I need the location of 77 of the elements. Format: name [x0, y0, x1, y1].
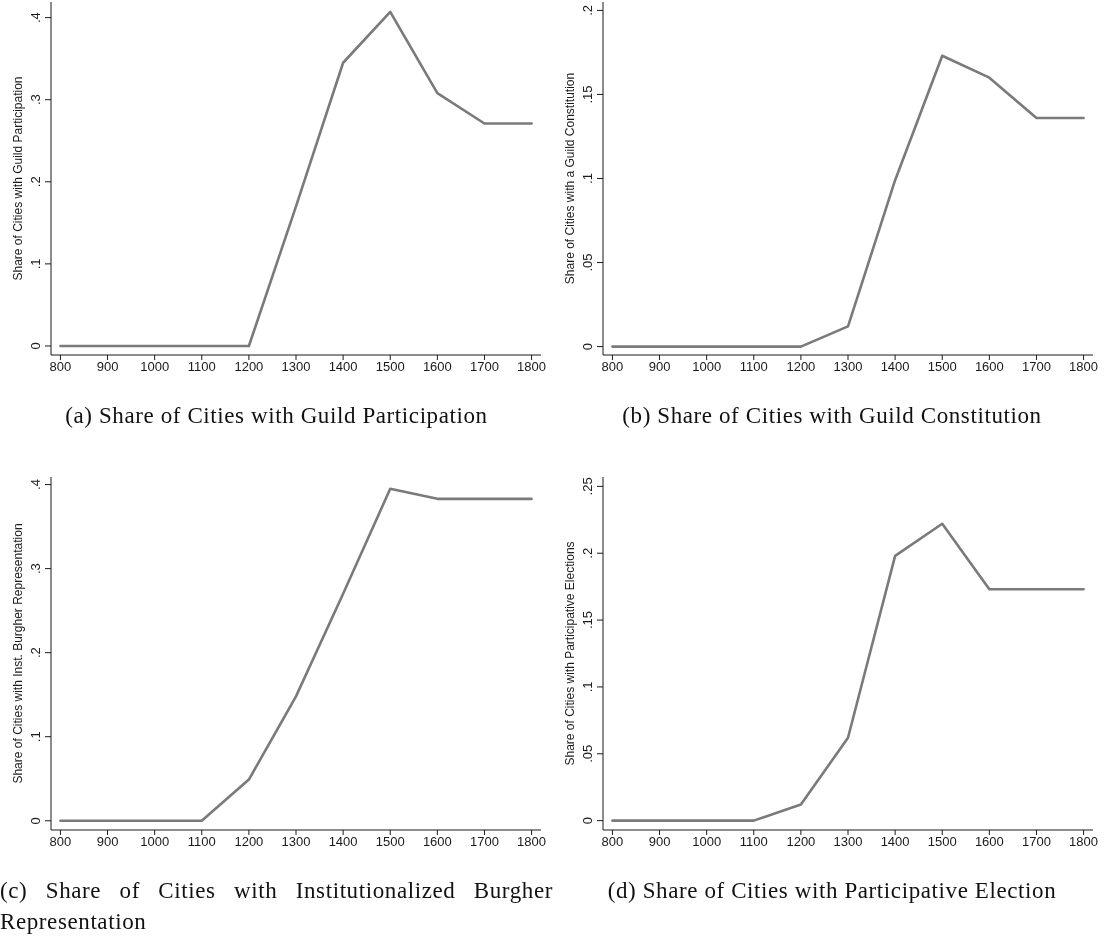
- x-tick-label: 1000: [140, 359, 170, 375]
- x-tick-label: 1500: [375, 834, 405, 850]
- y-tick-label: .25: [580, 477, 595, 496]
- x-tick-label: 1000: [692, 834, 722, 850]
- x-tick-label: 1400: [328, 359, 358, 375]
- x-tick-label: 1000: [140, 834, 170, 850]
- x-tick-label: 1800: [517, 359, 547, 375]
- x-tick-label: 1500: [375, 359, 405, 375]
- x-tick-label: 900: [96, 359, 119, 375]
- x-tick-label: 1800: [1069, 834, 1099, 850]
- x-tick-label: 1700: [1022, 359, 1051, 375]
- line-series: [611, 54, 1085, 348]
- y-tick-label: .2: [580, 4, 595, 16]
- x-tick-label: 800: [49, 834, 72, 850]
- y-axis-title: Share of Cities with Inst. Burgher Representation: [11, 523, 25, 784]
- y-tick-label: .1: [28, 731, 43, 743]
- x-tick-label: 1300: [281, 834, 311, 850]
- y-tick-label: .2: [28, 647, 43, 659]
- x-tick-label: 1100: [187, 834, 216, 850]
- x-tick-label: 1100: [739, 834, 768, 850]
- y-tick-label: .4: [28, 479, 43, 490]
- x-tick-label: 1500: [927, 359, 957, 375]
- x-tick-label: 800: [601, 359, 624, 375]
- y-axis-title: Share of Cities with Participative Elections: [563, 541, 577, 766]
- x-tick-label: 1600: [974, 359, 1004, 375]
- x-tick-label: 1800: [517, 834, 547, 850]
- x-tick-label: 1100: [187, 359, 216, 375]
- y-tick-label: .2: [28, 176, 43, 188]
- x-tick-label: 1700: [1022, 834, 1051, 850]
- y-tick-label: .1: [28, 258, 43, 270]
- text: (c) Share of Cities with Institutionalized Burgher Representation: [0, 877, 553, 936]
- x-tick-label: 1000: [692, 359, 722, 375]
- y-axis-title: Share of Cities with a Guild Constitution: [563, 72, 577, 285]
- y-tick-label: .15: [580, 611, 595, 630]
- y-tick-label: .3: [28, 94, 43, 106]
- x-tick-label: 900: [648, 359, 671, 375]
- x-tick-label: 1600: [974, 834, 1004, 850]
- y-tick-label: .2: [580, 547, 595, 559]
- x-tick-label: 900: [96, 834, 119, 850]
- x-tick-label: 1600: [422, 834, 452, 850]
- x-tick-label: 1300: [281, 359, 311, 375]
- text: (b) Share of Cities with Guild Constitution: [622, 402, 1042, 430]
- x-tick-label: 1100: [739, 359, 768, 375]
- y-tick-label: .05: [580, 253, 595, 272]
- y-tick-label: .1: [580, 681, 595, 693]
- x-tick-label: 900: [648, 834, 671, 850]
- y-tick-label: 0: [28, 817, 43, 825]
- text: (a) Share of Cities with Guild Participation: [65, 402, 488, 430]
- y-tick-label: 0: [580, 342, 595, 351]
- x-tick-label: 1200: [786, 359, 816, 375]
- x-tick-label: 1400: [880, 359, 910, 375]
- x-tick-label: 800: [49, 359, 72, 375]
- x-tick-label: 1200: [234, 834, 264, 850]
- x-tick-label: 1600: [422, 359, 452, 375]
- y-tick-label: 0: [28, 342, 43, 350]
- text: (d) Share of Cities with Participative Election: [607, 877, 1057, 905]
- y-tick-label: .05: [580, 744, 595, 763]
- y-tick-label: .15: [580, 85, 595, 104]
- line-series: [59, 487, 533, 823]
- x-tick-label: 1200: [234, 359, 264, 375]
- y-axis-title: Share of Cities with Guild Participation: [11, 76, 25, 281]
- x-tick-label: 1800: [1069, 359, 1099, 375]
- y-tick-label: .1: [580, 173, 595, 184]
- y-tick-label: .4: [28, 12, 43, 24]
- x-tick-label: 1400: [328, 834, 358, 850]
- x-tick-label: 1300: [833, 834, 863, 850]
- x-tick-label: 1400: [880, 834, 910, 850]
- y-tick-label: 0: [580, 817, 595, 825]
- x-tick-label: 1700: [470, 834, 499, 850]
- x-tick-label: 1700: [470, 359, 499, 375]
- x-tick-label: 1200: [786, 834, 816, 850]
- x-tick-label: 800: [601, 834, 624, 850]
- line-series: [59, 10, 533, 348]
- x-tick-label: 1500: [927, 834, 957, 850]
- line-series: [611, 522, 1085, 822]
- x-tick-label: 1300: [833, 359, 863, 375]
- y-tick-label: .3: [28, 563, 43, 575]
